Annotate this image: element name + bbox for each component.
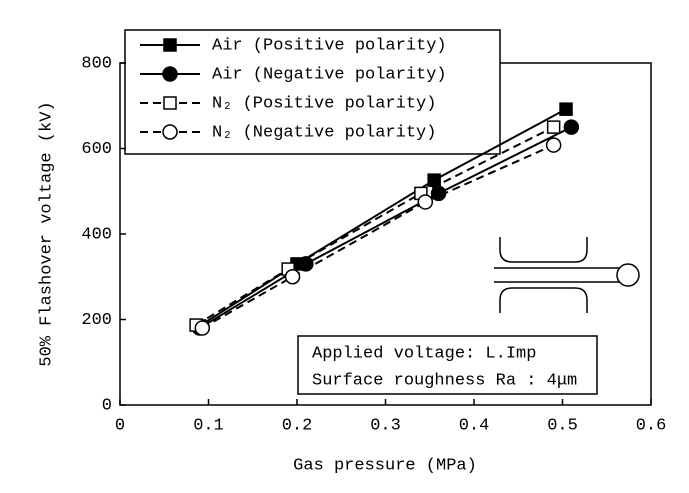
- legend-marker: [162, 66, 178, 82]
- legend-marker: [163, 96, 177, 110]
- annotation-box: [297, 335, 598, 395]
- y-tick-label: 800: [81, 54, 112, 73]
- series-line: [201, 144, 555, 329]
- y-axis-label: 50% Flashover voltage (kV): [37, 101, 56, 366]
- series-line: [199, 108, 567, 327]
- annotation: Surface roughness Ra : 4μm: [312, 371, 577, 390]
- data-point: [298, 256, 314, 272]
- x-tick-label: 0.6: [636, 416, 667, 435]
- x-tick-label: 0.3: [370, 416, 401, 435]
- data-point: [427, 173, 441, 187]
- series-line: [199, 126, 572, 329]
- data-point: [194, 320, 211, 336]
- x-tick-label: 0.4: [459, 416, 490, 435]
- y-tick-label: 0: [102, 396, 112, 415]
- data-point: [546, 120, 561, 134]
- y-tick-label: 400: [81, 225, 112, 244]
- legend: [124, 29, 501, 155]
- y-tick-label: 600: [81, 140, 112, 159]
- legend-label: Air (Negative polarity): [212, 65, 447, 84]
- legend-marker: [162, 124, 178, 140]
- data-point: [545, 137, 562, 153]
- legend-label: N₂ (Positive polarity): [212, 94, 436, 113]
- y-tick-label: 200: [81, 311, 112, 330]
- series-line: [195, 126, 555, 326]
- legend-marker: [163, 38, 177, 52]
- x-tick-label: 0: [115, 416, 125, 435]
- legend-label: N₂ (Negative polarity): [212, 123, 436, 142]
- data-point: [417, 194, 434, 210]
- x-axis-label: Gas pressure (MPa): [293, 456, 477, 475]
- x-tick-label: 0.5: [547, 416, 578, 435]
- data-point: [563, 119, 580, 135]
- x-tick-label: 0.1: [193, 416, 224, 435]
- data-point: [430, 185, 447, 202]
- data-point: [284, 269, 301, 285]
- legend-label: Air (Positive polarity): [212, 36, 447, 55]
- annotation: Applied voltage: L.Imp: [312, 344, 536, 363]
- x-tick-label: 0.2: [282, 416, 313, 435]
- electrode-diagram: [494, 237, 640, 313]
- data-point: [559, 102, 573, 116]
